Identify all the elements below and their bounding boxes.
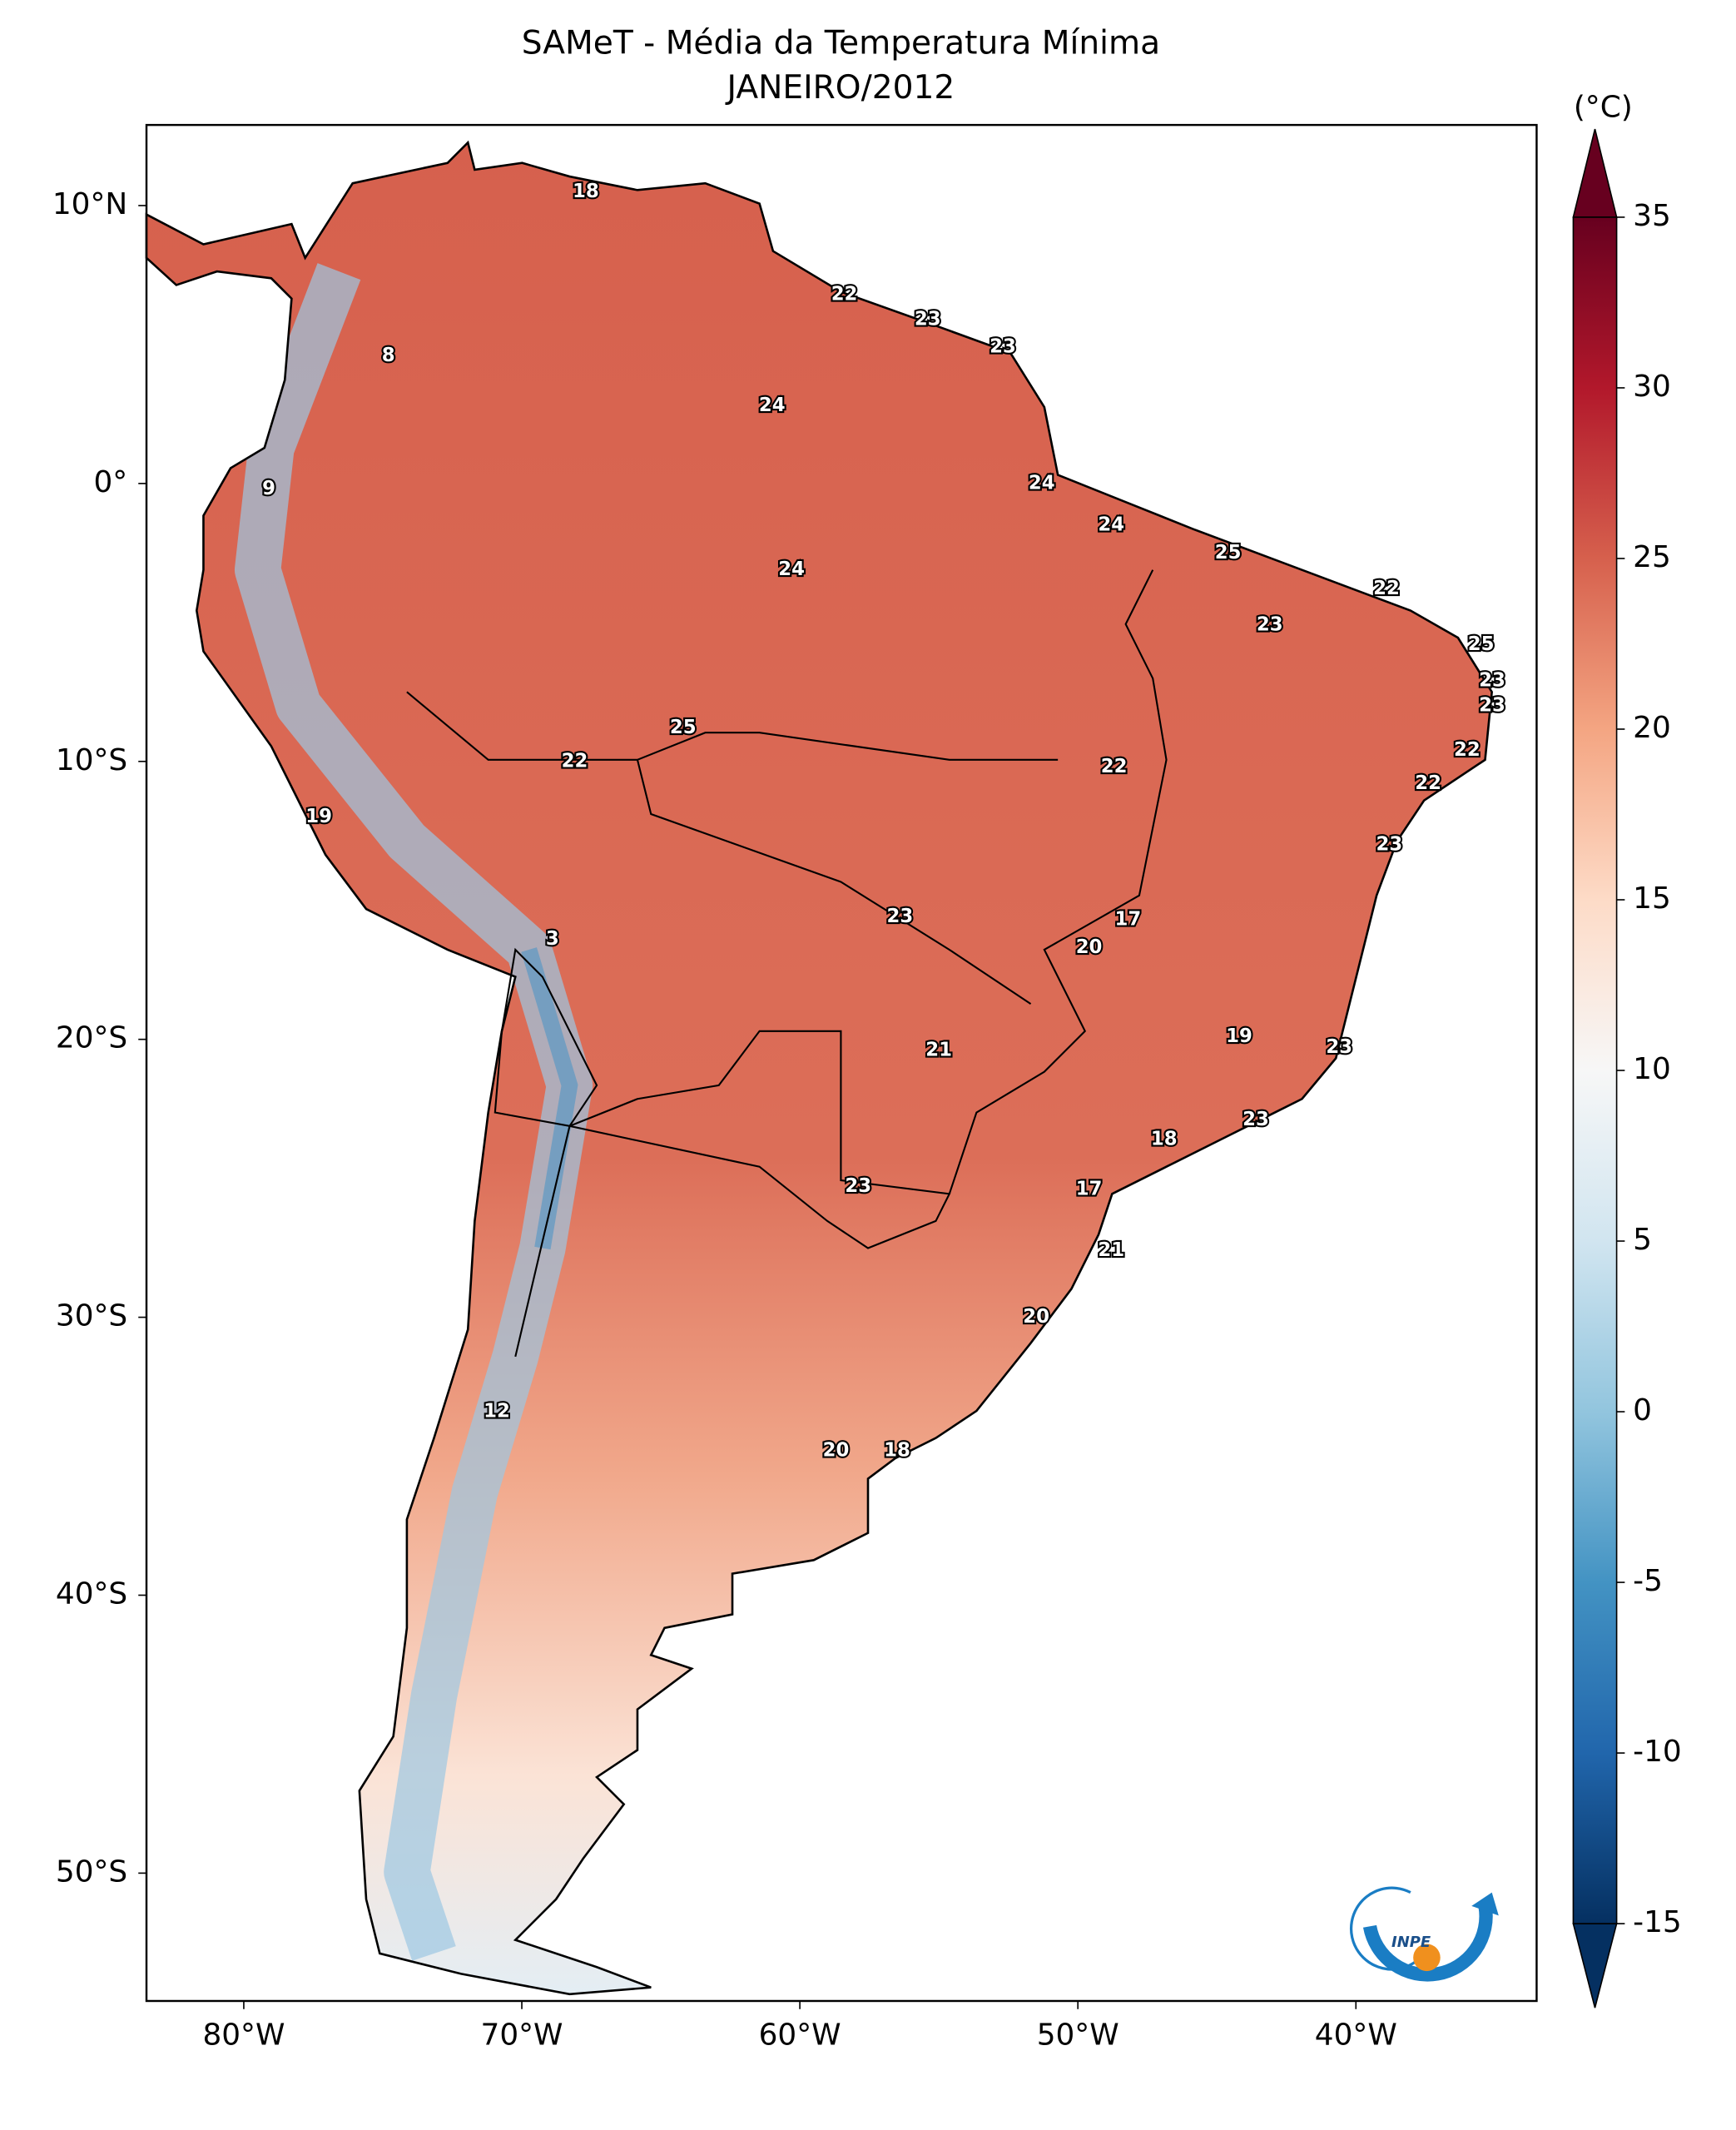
station-value: 22 xyxy=(831,283,858,305)
station-value: 23 xyxy=(1376,833,1403,855)
colorbar-tick-label: 10 xyxy=(1633,1052,1671,1086)
x-tick-label: 40°W xyxy=(1315,2018,1397,2052)
station-value: 20 xyxy=(1023,1306,1049,1328)
logo: INPE xyxy=(1350,1886,1499,1982)
x-tick-label: 60°W xyxy=(759,2018,841,2052)
station-value: 18 xyxy=(884,1439,910,1461)
station-value: 25 xyxy=(670,717,697,738)
colorbar-tick-label: 35 xyxy=(1633,199,1671,233)
colorbar-tick-label: -5 xyxy=(1633,1564,1663,1598)
borders xyxy=(406,569,1168,1358)
station-value: 20 xyxy=(823,1439,850,1461)
station-value: 23 xyxy=(1479,669,1505,691)
station-value: 23 xyxy=(1479,694,1505,716)
y-tick-label: 50°S xyxy=(56,1854,127,1889)
station-value: 19 xyxy=(1226,1025,1252,1047)
station-value: 8 xyxy=(382,345,395,366)
colorbar-tick-label: -15 xyxy=(1633,1905,1682,1939)
x-tick-label: 70°W xyxy=(481,2018,563,2052)
title: SAMeT - Média da Temperatura Mínima xyxy=(522,24,1160,62)
station-value: 12 xyxy=(484,1401,510,1422)
colorbar-extend-top xyxy=(1572,128,1618,218)
y-tick-label: 40°S xyxy=(56,1576,127,1611)
station-value: 18 xyxy=(573,181,599,202)
logo-text: INPE xyxy=(1391,1934,1431,1951)
station-value: 23 xyxy=(887,906,914,927)
station-value: 23 xyxy=(915,308,941,330)
station-value: 23 xyxy=(1242,1109,1269,1130)
colorbar xyxy=(1572,216,1618,1924)
x-tick-label: 80°W xyxy=(202,2018,285,2052)
y-tick-label: 20°S xyxy=(56,1021,127,1055)
station-value: 17 xyxy=(1114,909,1141,931)
colorbar-tick-label: 25 xyxy=(1633,540,1671,574)
station-value: 24 xyxy=(778,559,805,580)
station-value: 25 xyxy=(1468,633,1495,655)
y-tick-label: 10°N xyxy=(52,187,127,221)
colorbar-unit: (°C) xyxy=(1574,91,1633,125)
station-value: 17 xyxy=(1076,1178,1103,1199)
colorbar-tick-label: -10 xyxy=(1633,1735,1682,1769)
subtitle: JANEIRO/2012 xyxy=(725,69,955,107)
station-value: 22 xyxy=(1101,756,1128,777)
station-value: 19 xyxy=(305,806,332,827)
colorbar-tick-label: 0 xyxy=(1633,1393,1652,1427)
station-value: 25 xyxy=(1215,542,1242,564)
station-value: 23 xyxy=(1257,614,1283,636)
station-value: 9 xyxy=(262,478,275,499)
y-tick-label: 10°S xyxy=(56,743,127,777)
station-value: 20 xyxy=(1076,936,1103,958)
station-value: 22 xyxy=(562,750,588,772)
y-tick-label: 0° xyxy=(93,465,127,499)
station-value: 24 xyxy=(1098,514,1124,535)
station-value: 24 xyxy=(759,395,786,416)
station-value: 21 xyxy=(925,1040,952,1061)
station-value: 3 xyxy=(546,928,559,950)
station-value: 23 xyxy=(990,336,1016,358)
x-tick-label: 50°W xyxy=(1037,2018,1119,2052)
station-value: 24 xyxy=(1029,472,1055,494)
colorbar-tick-label: 20 xyxy=(1633,711,1671,745)
station-value: 23 xyxy=(1326,1036,1352,1058)
colorbar-tick-label: 15 xyxy=(1633,881,1671,916)
station-value: 22 xyxy=(1373,578,1400,599)
station-value: 22 xyxy=(1454,739,1481,761)
colorbar-extend-bottom xyxy=(1572,1923,1618,2008)
station-value: 23 xyxy=(845,1175,871,1197)
station-value: 21 xyxy=(1098,1239,1124,1261)
y-tick-label: 30°S xyxy=(56,1299,127,1333)
station-value: 18 xyxy=(1151,1128,1178,1149)
colorbar-tick-label: 30 xyxy=(1633,370,1671,404)
colorbar-tick-label: 5 xyxy=(1633,1223,1652,1257)
station-value: 22 xyxy=(1415,772,1441,794)
